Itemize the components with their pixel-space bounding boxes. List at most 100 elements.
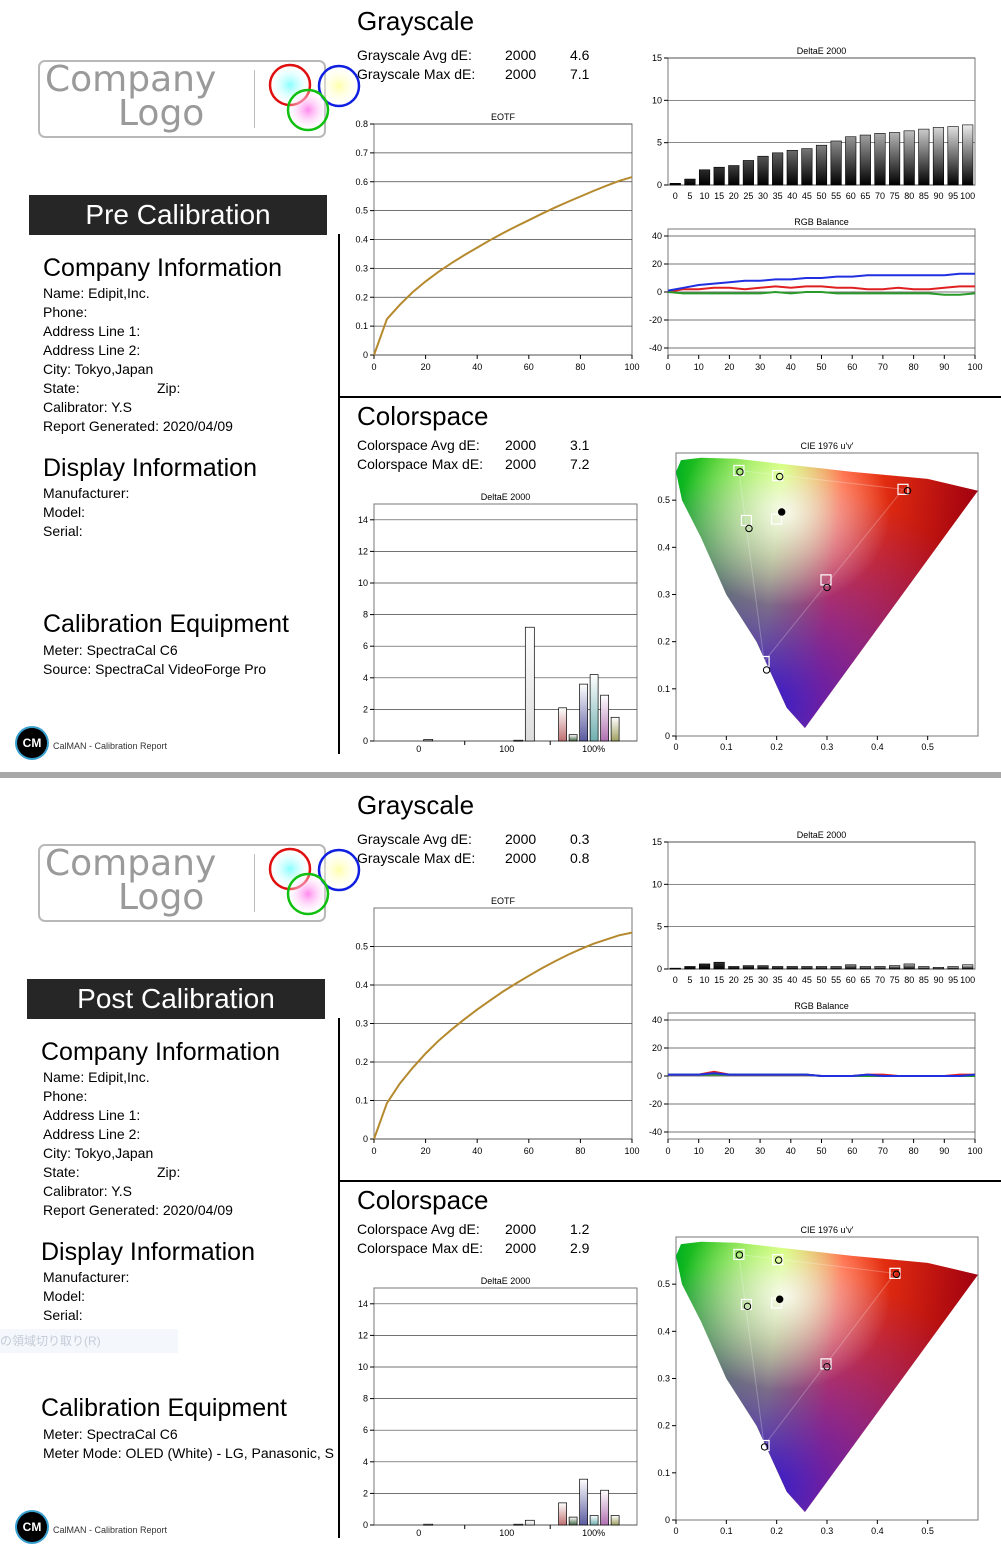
x-tick-label: 5 xyxy=(687,975,692,985)
y-tick-label: 14 xyxy=(358,515,368,525)
bar xyxy=(874,966,886,970)
display-manufacturer: Manufacturer: xyxy=(43,1269,130,1285)
target-marker xyxy=(820,1358,832,1370)
eotf-chart: EOTF 0 0.1 0.2 0.3 0.4 0.5 0 20 40 60 80 100 xyxy=(355,896,639,1156)
bar xyxy=(524,1519,535,1526)
x-tick-label: 80 xyxy=(904,191,914,201)
bar xyxy=(903,963,915,970)
y-tick-label: 0 xyxy=(363,736,368,746)
measured-marker xyxy=(823,1363,831,1371)
colorspace-avg-label: Colorspace Avg dE: xyxy=(357,1221,480,1237)
x-tick-label: 0 xyxy=(371,1146,376,1156)
company-zip: Zip: xyxy=(157,1164,181,1180)
chart-title: EOTF xyxy=(491,896,516,906)
x-tick-label: 20 xyxy=(724,362,734,372)
x-tick-label: 30 xyxy=(755,1146,765,1156)
y-tick-label: 12 xyxy=(358,546,368,556)
y-tick-label: 0.1 xyxy=(657,1468,670,1478)
y-tick-label: 0.4 xyxy=(657,1326,670,1336)
x-tick-label: 50 xyxy=(816,975,826,985)
bar xyxy=(742,160,754,186)
bar xyxy=(962,964,974,970)
y-tick-label: 0.5 xyxy=(355,942,368,952)
x-tick-label: 40 xyxy=(472,362,482,372)
grayscale-title: Grayscale xyxy=(357,790,475,820)
banner-pre-calibration: Pre Calibration xyxy=(29,195,327,235)
target-marker xyxy=(772,1254,784,1266)
grayscale-avg-value: 0.3 xyxy=(570,831,590,847)
x-tick-label: 20 xyxy=(729,191,739,201)
colorspace-deltae-chart: DeltaE 2000 0 2 4 6 8 10 12 14 0 100 100% xyxy=(358,1276,638,1538)
x-tick-label: 100 xyxy=(960,191,975,201)
company-address-2: Address Line 2: xyxy=(43,1126,141,1142)
bar xyxy=(845,136,857,186)
y-tick-label: 0.2 xyxy=(657,637,670,647)
banner-post-calibration: Post Calibration xyxy=(27,979,325,1019)
bar xyxy=(669,183,681,186)
y-tick-label: 0.1 xyxy=(657,684,670,694)
bar xyxy=(684,178,696,186)
bar xyxy=(558,707,567,742)
bar xyxy=(830,966,842,970)
y-tick-label: 0 xyxy=(665,1515,670,1525)
cie-chart: CIE 1976 u'v' 0 0.1 0.2 0.3 0.4 0.5 0 0.1 0.2 0.3 0… xyxy=(657,1225,979,1536)
grayscale-max-label: Grayscale Max dE: xyxy=(357,66,476,82)
bar xyxy=(757,965,769,970)
equipment-heading: Calibration Equipment xyxy=(41,1394,287,1422)
series-line xyxy=(667,272,975,292)
bar xyxy=(728,165,740,186)
y-tick-label: 6 xyxy=(363,1425,368,1435)
grayscale-max-label: Grayscale Max dE: xyxy=(357,850,476,866)
bar xyxy=(859,134,871,186)
faint-overlay-text: の領域切り取り(R) xyxy=(0,1329,178,1353)
y-tick-label: 4 xyxy=(363,1457,368,1467)
measured-marker xyxy=(775,1295,784,1303)
bar xyxy=(859,966,871,970)
y-tick-label: 0.3 xyxy=(355,263,368,273)
equipment-meter: Meter: SpectraCal C6 xyxy=(43,1426,178,1442)
bar xyxy=(713,166,725,186)
chart-title: CIE 1976 u'v' xyxy=(801,1225,854,1235)
bar xyxy=(845,964,857,970)
x-tick-label: 100% xyxy=(582,1528,605,1538)
y-tick-label: 40 xyxy=(652,231,662,241)
company-info-heading: Company Information xyxy=(43,254,283,282)
x-tick-label: 20 xyxy=(421,362,431,372)
bar xyxy=(786,966,798,970)
bar xyxy=(568,734,578,742)
equipment-heading: Calibration Equipment xyxy=(43,610,289,638)
y-tick-label: 0.3 xyxy=(657,1374,670,1384)
x-tick-label: 100 xyxy=(960,975,975,985)
company-logo: Company Logo xyxy=(38,844,361,922)
rgb-balance-chart: RGB Balance -40 -20 0 20 40 0 10 20 30 40 50 60 70 80 9… xyxy=(649,217,983,372)
bar xyxy=(513,739,524,742)
x-tick-label: 65 xyxy=(860,975,870,985)
y-tick-label: 20 xyxy=(652,1043,662,1053)
target-marker xyxy=(771,513,783,525)
x-tick-label: 45 xyxy=(802,191,812,201)
y-tick-label: 0 xyxy=(657,1071,662,1081)
x-tick-label: 20 xyxy=(729,975,739,985)
y-tick-label: 0.5 xyxy=(355,206,368,216)
x-tick-label: 20 xyxy=(724,1146,734,1156)
equipment-meter: Meter: SpectraCal C6 xyxy=(43,642,178,658)
x-tick-label: 50 xyxy=(816,191,826,201)
plot-frame xyxy=(373,1287,638,1526)
x-tick-label: 40 xyxy=(787,191,797,201)
measured-marker xyxy=(760,1443,769,1451)
x-tick-label: 40 xyxy=(472,1146,482,1156)
chart-title: CIE 1976 u'v' xyxy=(801,441,854,451)
bar xyxy=(589,674,599,742)
company-name: Name: Edipit,Inc. xyxy=(43,285,150,301)
x-tick-label: 95 xyxy=(948,191,958,201)
y-tick-label: 0.8 xyxy=(355,119,368,129)
x-tick-label: 60 xyxy=(847,362,857,372)
x-tick-label: 0 xyxy=(416,1528,421,1538)
bar xyxy=(757,155,769,186)
measured-marker xyxy=(743,1302,752,1311)
bar xyxy=(932,127,945,186)
bar xyxy=(947,126,959,186)
x-tick-label: 15 xyxy=(714,191,724,201)
target-marker xyxy=(897,483,909,495)
